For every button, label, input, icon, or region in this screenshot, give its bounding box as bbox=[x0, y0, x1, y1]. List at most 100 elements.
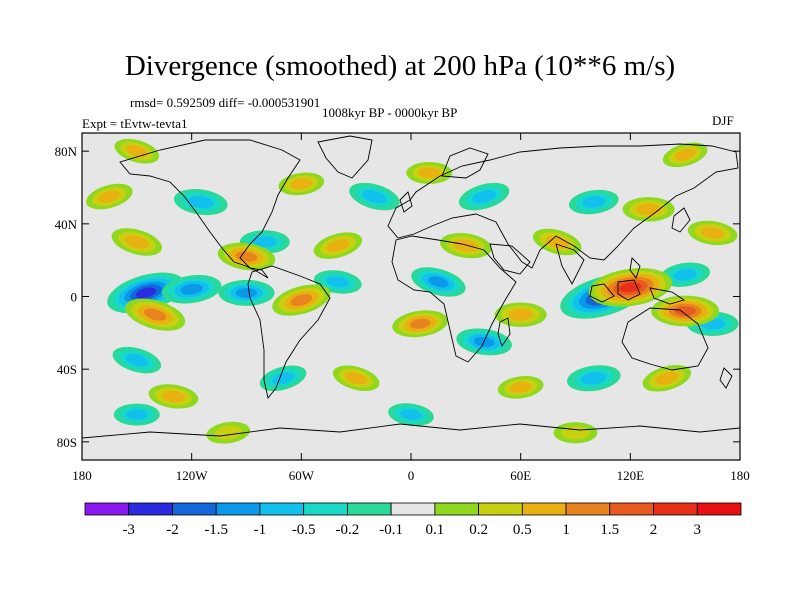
colorbar-box bbox=[215, 502, 261, 516]
colorbar-label: -1.5 bbox=[204, 522, 228, 538]
field-feature bbox=[111, 228, 163, 256]
y-tick-label: 80N bbox=[55, 144, 78, 159]
contour-band bbox=[655, 371, 679, 385]
y-axis: 80N 40N 0 40S 80S bbox=[55, 144, 740, 450]
period-label: 1008kyr BP - 0000kyr BP bbox=[322, 105, 458, 120]
colorbar-label: 3 bbox=[694, 522, 702, 538]
colorbar-label: -0.2 bbox=[336, 522, 360, 538]
colorbar-box bbox=[434, 502, 479, 516]
contour-band bbox=[508, 308, 533, 321]
field-feature bbox=[125, 298, 186, 331]
contour-band bbox=[326, 276, 350, 288]
contour-band bbox=[188, 195, 214, 209]
x-tick-label: 120W bbox=[176, 468, 209, 483]
contour-band bbox=[418, 167, 441, 179]
contour-band bbox=[124, 235, 149, 249]
contour-band bbox=[98, 190, 121, 203]
experiment-label: Expt = tEvtw-tevta1 bbox=[82, 116, 188, 131]
field-feature bbox=[114, 138, 160, 164]
season-label: DJF bbox=[712, 113, 734, 128]
colorbar-label: 0.5 bbox=[513, 522, 532, 538]
colorbar-label: 0.2 bbox=[469, 522, 488, 538]
colorbar: -3 -2 -1.5 -1 -0.5 -0.2 -0.1 0.1 0.2 0.5 1 1.5 2 3 bbox=[84, 502, 742, 538]
coastlines bbox=[82, 135, 740, 439]
field-feature bbox=[206, 421, 251, 444]
contour-band bbox=[290, 178, 313, 190]
field-feature bbox=[660, 262, 710, 287]
colorbar-box bbox=[521, 502, 567, 516]
contour-band bbox=[161, 390, 186, 403]
contour-band bbox=[400, 409, 422, 420]
contour-band bbox=[125, 353, 149, 367]
colorbar-box bbox=[84, 502, 130, 516]
x-tick-label: 180 bbox=[730, 468, 750, 483]
field-feature bbox=[568, 189, 619, 215]
field-feature bbox=[161, 274, 222, 304]
contour-band bbox=[428, 276, 449, 288]
colorbar-box bbox=[696, 502, 742, 516]
colorbar-box bbox=[390, 502, 436, 516]
colorbar-label: -3 bbox=[122, 522, 135, 538]
contour-band bbox=[252, 236, 277, 248]
contour-band bbox=[674, 306, 696, 316]
field-feature bbox=[218, 279, 275, 306]
y-tick-label: 80S bbox=[57, 435, 77, 450]
colorbar-box bbox=[346, 502, 392, 516]
x-axis: 180 120W 60W 0 60E 120E 180 bbox=[72, 133, 750, 483]
colorbar-label: -2 bbox=[166, 522, 179, 538]
field-feature bbox=[497, 375, 544, 399]
contour-band bbox=[135, 287, 157, 299]
chart-title: Divergence (smoothed) at 200 hPa (10**6 … bbox=[124, 50, 676, 82]
contour-band bbox=[700, 227, 725, 239]
field-feature bbox=[349, 182, 400, 211]
y-tick-label: 40N bbox=[55, 217, 78, 232]
field-feature bbox=[313, 232, 363, 259]
colorbar-box bbox=[609, 502, 654, 516]
colorbar-label: 0.1 bbox=[426, 522, 445, 538]
field-feature bbox=[112, 346, 162, 374]
x-tick-label: 0 bbox=[408, 468, 415, 483]
y-tick-label: 0 bbox=[71, 290, 78, 305]
contour-band bbox=[236, 287, 257, 298]
field-feature bbox=[662, 142, 708, 168]
divergence-field bbox=[82, 133, 740, 460]
field-feature bbox=[566, 365, 621, 392]
colorbar-box bbox=[653, 502, 698, 516]
field-feature bbox=[148, 384, 199, 409]
colorbar-box bbox=[303, 502, 348, 516]
contour-band bbox=[561, 425, 590, 440]
colorbar-label: -0.1 bbox=[379, 522, 403, 538]
contour-band bbox=[126, 145, 148, 158]
field-feature bbox=[651, 295, 720, 327]
field-feature bbox=[86, 183, 133, 210]
contour-band bbox=[673, 268, 697, 281]
field-feature bbox=[553, 422, 598, 444]
contour-band bbox=[290, 294, 313, 307]
field-feature bbox=[217, 242, 276, 271]
contour-band bbox=[509, 381, 532, 393]
contour-band bbox=[143, 308, 167, 321]
field-feature bbox=[406, 161, 453, 184]
contour-band bbox=[581, 372, 607, 385]
colorbar-label: 1 bbox=[562, 522, 570, 538]
field-feature bbox=[687, 220, 738, 246]
contour-band bbox=[582, 196, 606, 208]
contour-band bbox=[472, 190, 497, 204]
contour-band bbox=[180, 283, 203, 295]
stats-label: rmsd= 0.592509 diff= -0.000531901 bbox=[130, 95, 321, 110]
colorbar-label: -1 bbox=[254, 522, 267, 538]
colorbar-label: -0.5 bbox=[292, 522, 316, 538]
contour-band bbox=[545, 235, 569, 249]
field-feature bbox=[642, 364, 692, 392]
contour-band bbox=[409, 318, 431, 329]
field-feature bbox=[411, 267, 466, 297]
contour-band bbox=[125, 409, 148, 420]
field-feature bbox=[272, 284, 331, 316]
contour-band bbox=[453, 239, 479, 252]
field-feature bbox=[440, 233, 492, 259]
contour-band bbox=[636, 203, 661, 216]
colorbar-box bbox=[478, 502, 523, 516]
contour-band bbox=[345, 372, 368, 385]
colorbar-label: 2 bbox=[650, 522, 658, 538]
